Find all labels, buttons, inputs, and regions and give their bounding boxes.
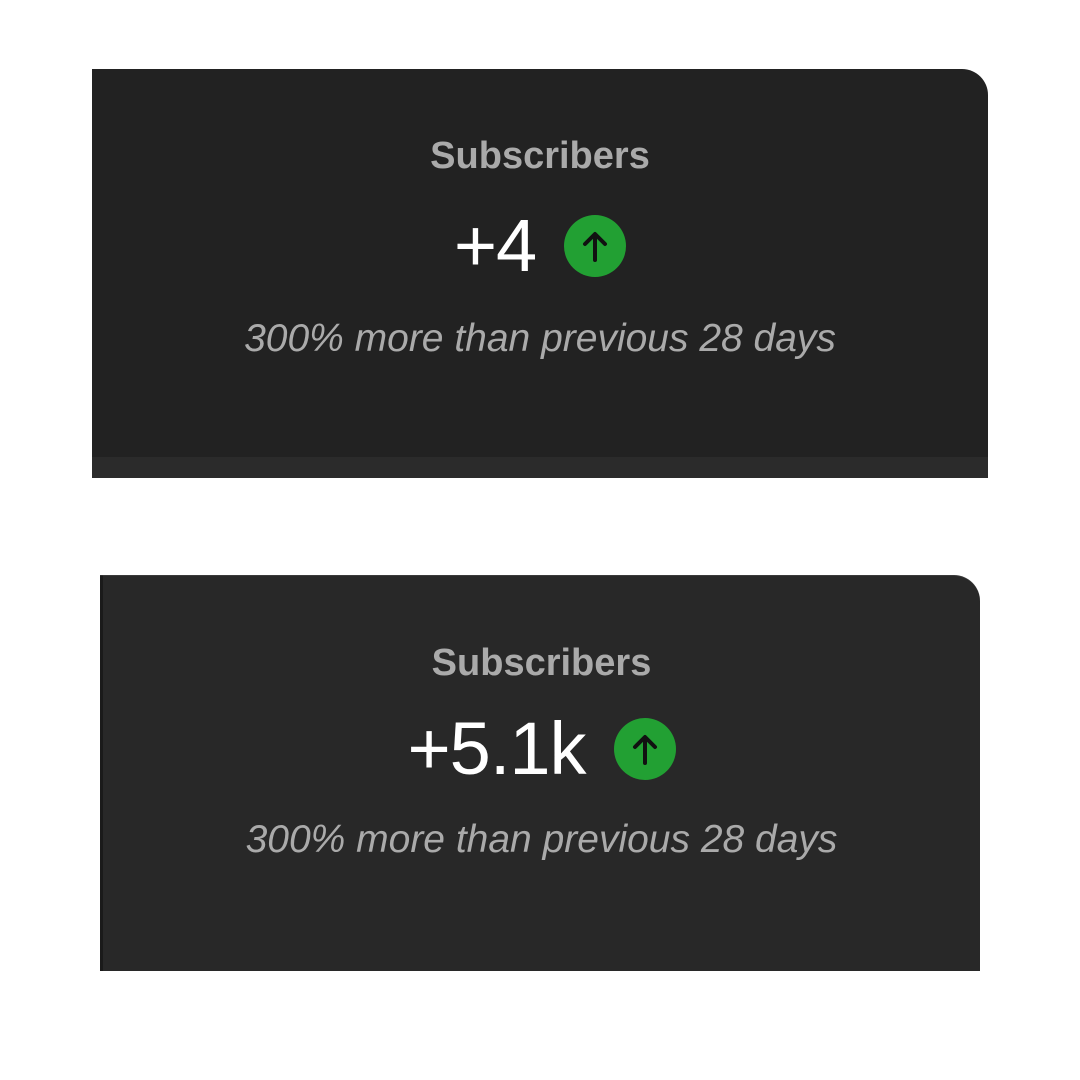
subscribers-metric-card: Subscribers +5.1k 300% more than previou… [100,575,980,971]
arrow-up-circle-icon [564,215,627,277]
metric-title: Subscribers [431,642,652,684]
metric-comparison: 300% more than previous 28 days [244,317,836,360]
card-bottom-strip [92,457,988,478]
subscribers-metric-card: Subscribers +4 300% more than previous 2… [92,69,988,478]
metric-value-row: +4 [453,204,627,287]
arrow-up-circle-icon [613,718,676,780]
metric-value-row: +5.1k [407,707,676,790]
metric-value: +5.1k [407,707,586,790]
metric-title: Subscribers [430,135,650,177]
metric-comparison: 300% more than previous 28 days [245,818,838,861]
metric-value: +4 [453,204,537,287]
